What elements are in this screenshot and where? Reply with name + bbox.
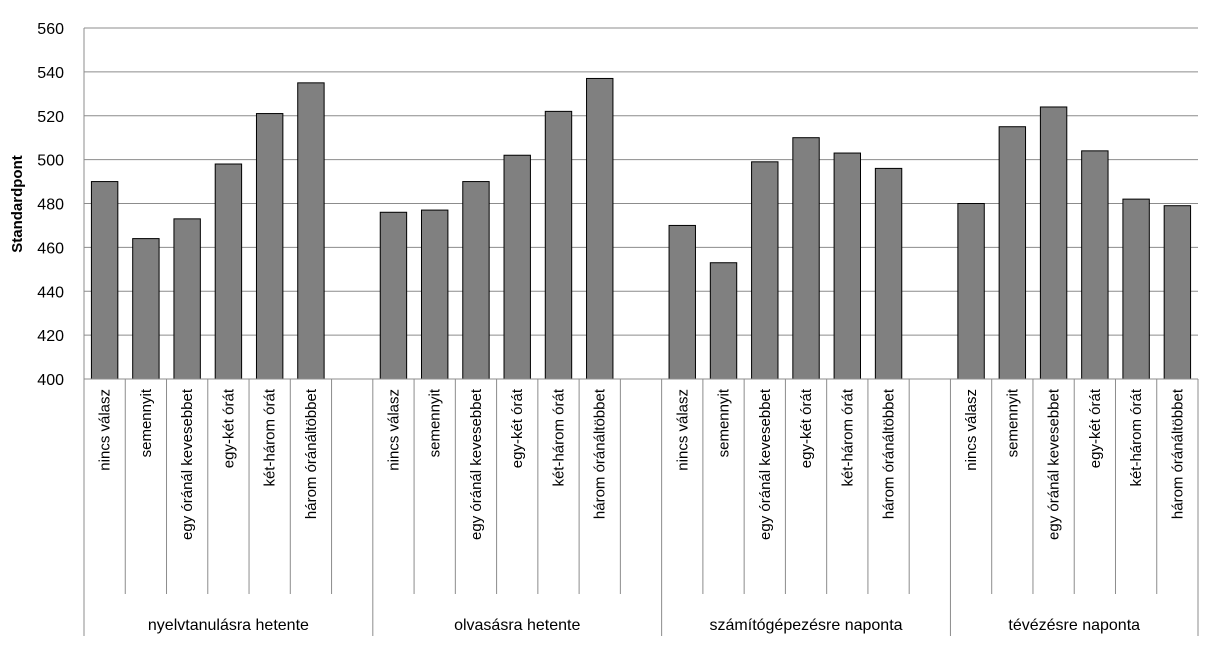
bar	[297, 82, 325, 380]
category-label: egy-két órát	[509, 388, 526, 468]
bar	[132, 238, 160, 380]
bar	[421, 209, 449, 380]
category-label: egy óránál kevesebbet	[757, 388, 774, 540]
category-label: egy óránál kevesebbet	[468, 388, 485, 540]
gridlines	[84, 27, 1198, 336]
bar	[255, 113, 284, 380]
y-tick-labels: 400 420 440 460 480 500 520 540 560	[37, 21, 64, 389]
y-axis-label: Standardpont	[9, 155, 26, 253]
y-tick-label: 540	[37, 65, 64, 82]
y-tick-label: 520	[37, 109, 64, 126]
y-tick-label: 400	[37, 372, 64, 389]
bar	[833, 152, 861, 380]
category-label: nincs válasz	[963, 389, 980, 471]
category-label: három óránáltöbbet	[1169, 388, 1186, 519]
category-labels: nincs válasz semennyit egy óránál kevesebb…	[97, 388, 1187, 540]
category-label: három óránáltöbbet	[303, 388, 320, 519]
bar	[792, 137, 820, 380]
category-label: semennyit	[138, 388, 155, 457]
bar	[462, 181, 490, 380]
y-tick-label: 420	[37, 328, 64, 345]
bar	[544, 110, 573, 380]
bar	[1039, 106, 1068, 380]
bar	[874, 167, 903, 380]
bar	[586, 77, 614, 380]
group-label: olvasásra hetente	[454, 617, 580, 634]
category-label: egy-két órát	[1087, 388, 1104, 468]
y-tick-label: 460	[37, 240, 64, 257]
bars	[90, 77, 1192, 380]
y-tick-label: 500	[37, 153, 64, 170]
group-labels: nyelvtanulásra hetente olvasásra hetente s…	[148, 617, 1140, 634]
group-label: számítógépezésre naponta	[710, 617, 903, 634]
category-label: semennyit	[427, 388, 444, 457]
category-label: nincs válasz	[674, 389, 691, 471]
y-tick-label: 440	[37, 284, 64, 301]
category-label: semennyit	[1004, 388, 1021, 457]
bar	[1163, 205, 1192, 380]
bar	[1122, 198, 1150, 380]
category-label: egy óránál kevesebbet	[1046, 388, 1063, 540]
axes	[83, 28, 1199, 636]
bar	[751, 161, 779, 380]
y-tick-label: 560	[37, 21, 64, 38]
category-label: egy-két órát	[798, 388, 815, 468]
category-label: két-három órát	[839, 388, 856, 486]
category-label: két-három órát	[550, 388, 567, 486]
bar	[1081, 150, 1109, 380]
category-label: nincs válasz	[97, 389, 114, 471]
bar	[998, 126, 1027, 380]
bar	[957, 203, 985, 380]
category-label: két-három órát	[262, 388, 279, 486]
bar	[709, 262, 738, 380]
category-label: három óránáltöbbet	[881, 388, 898, 519]
category-label: egy óránál kevesebbet	[179, 388, 196, 540]
bar	[503, 154, 531, 380]
bar	[379, 211, 408, 380]
category-label: semennyit	[716, 388, 733, 457]
group-label: nyelvtanulásra hetente	[148, 617, 309, 634]
y-tick-label: 480	[37, 197, 64, 214]
group-label: tévézésre naponta	[1008, 617, 1140, 634]
category-label: két-három órát	[1128, 388, 1145, 486]
bar	[668, 224, 696, 380]
bar	[214, 163, 243, 380]
category-label: nincs válasz	[385, 389, 402, 471]
category-label: egy-két órát	[220, 388, 237, 468]
category-label: három óránáltöbbet	[592, 388, 609, 519]
bar	[90, 181, 119, 380]
bar	[173, 218, 201, 380]
